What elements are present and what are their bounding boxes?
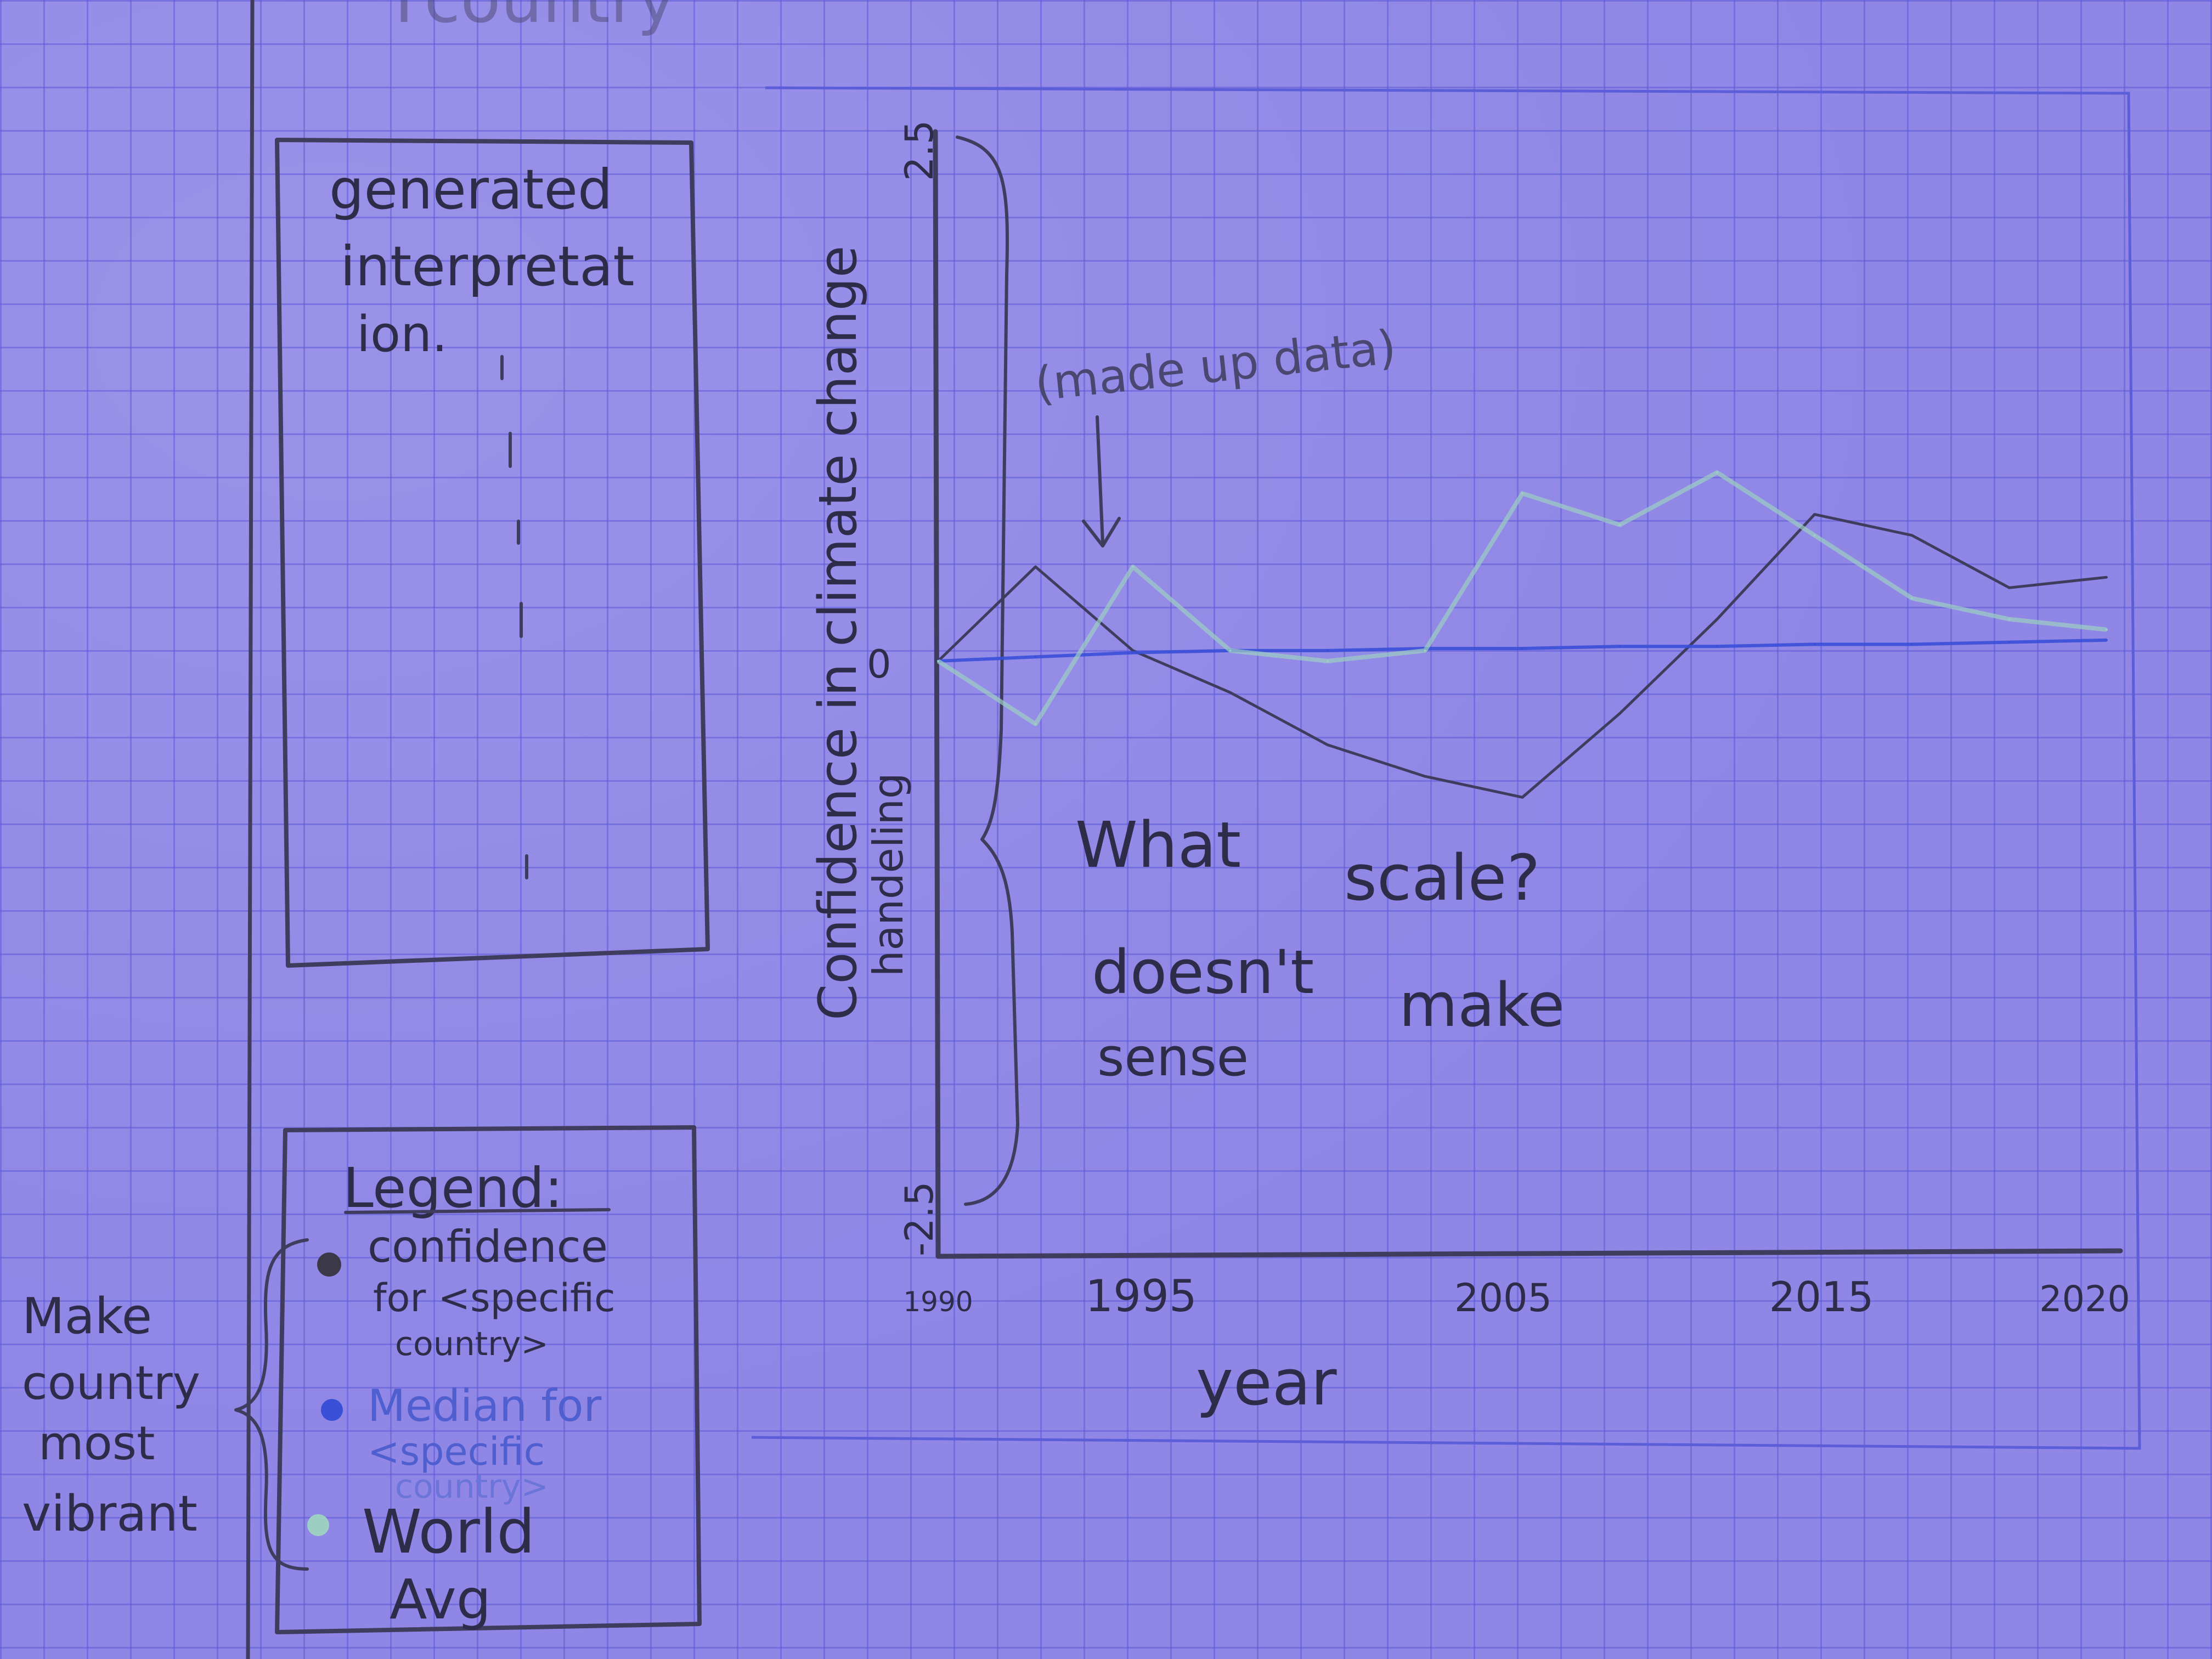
legend-box <box>275 1125 702 1634</box>
y-axis-label: Confidence in climate change <box>808 246 868 1020</box>
series-line-world-avg-point <box>1229 649 1232 652</box>
series-line-confidence-point <box>2008 586 2011 589</box>
legend-item-2-line-3: country> <box>395 1468 549 1506</box>
side-note: Make country most vibrant <box>22 1238 309 1571</box>
series-line-median-point <box>1327 649 1329 652</box>
series-line-confidence-point <box>1229 691 1232 694</box>
series-line-world-avg <box>936 470 2107 726</box>
question-line-1: What <box>1075 809 1241 882</box>
line-chart: Confidence in climate change handeling 2… <box>808 120 2130 1420</box>
series-line-world-avg-point <box>2008 618 2011 620</box>
series-line-confidence-point <box>1327 743 1329 746</box>
series-line-confidence <box>937 513 2107 799</box>
series-line-median-point <box>1716 645 1718 648</box>
series-line-confidence-point <box>2106 576 2108 579</box>
question-line-3: doesn't <box>1092 937 1314 1007</box>
series-line-confidence-point <box>1424 775 1426 778</box>
side-note-brace <box>234 1238 309 1571</box>
legend-item-2-line-2: <specific <box>368 1429 545 1474</box>
series-line-world-avg-point <box>1813 534 1816 537</box>
series-line-confidence-point <box>1716 618 1718 620</box>
series-line-median-point <box>1618 645 1621 648</box>
legend-dot-world-avg <box>307 1514 329 1536</box>
x-tick-label: 2005 <box>1454 1276 1552 1321</box>
series-line-median-point <box>1034 656 1037 658</box>
annotation-made-up-data: (made up data) <box>1032 320 1399 412</box>
series-line-world-avg-point <box>2106 628 2108 631</box>
legend-dot-confidence <box>317 1252 341 1277</box>
legend-item-1-line-3: country> <box>395 1325 549 1363</box>
y-tick-bottom: -2.5 <box>897 1181 942 1256</box>
annotation-arrow <box>1082 415 1121 548</box>
interpretation-title-line-3: ion. <box>357 306 448 363</box>
interpretation-box <box>275 138 710 968</box>
series-line-median-point <box>1521 647 1523 650</box>
series-line-median-point <box>2106 639 2108 641</box>
series-line-median-point <box>1132 651 1134 654</box>
interpretation-title-line-2: interpretat <box>340 234 635 298</box>
series-group <box>936 470 2108 799</box>
question-line-4: make <box>1399 970 1565 1040</box>
legend-dot-median <box>321 1399 343 1421</box>
chart-outer-frame <box>751 86 2141 1450</box>
x-axis-label: year <box>1196 1346 1337 1420</box>
side-note-line-4: vibrant <box>22 1485 198 1543</box>
series-line-median-point <box>2008 641 2011 644</box>
legend-panel: Legend: confidence for <specific country… <box>275 1125 702 1634</box>
side-note-line-2: country <box>22 1356 200 1410</box>
x-tick-label: 2015 <box>1769 1273 1874 1321</box>
header-scribble: Ycountry <box>383 0 676 38</box>
x-tick-label: 2020 <box>2039 1279 2130 1320</box>
x-tick-label: 1990 <box>903 1286 973 1318</box>
series-line-confidence-point <box>1521 796 1523 799</box>
y-axis-label-line-2: handeling <box>864 772 912 977</box>
interpretation-placeholder-marks <box>500 355 528 879</box>
series-line-world-avg-point <box>1521 492 1523 495</box>
legend-title-underline <box>344 1208 611 1214</box>
legend-item-3-line-2: Avg <box>390 1567 491 1632</box>
x-tick-label: 1995 <box>1085 1271 1197 1322</box>
series-line-world-avg-point <box>1424 649 1426 652</box>
series-line-world-avg-point <box>937 660 939 662</box>
series-line-world-avg-point <box>1911 597 1913 600</box>
series-line-median <box>938 638 2107 663</box>
side-note-line-3: most <box>38 1417 155 1471</box>
y-axis-brace <box>956 136 1019 1206</box>
interpretation-panel: generated interpretat ion. <box>275 138 710 968</box>
y-tick-zero: 0 <box>867 642 891 687</box>
legend-item-3-line-1: World <box>362 1497 535 1567</box>
legend-item-1-line-1: confidence <box>368 1221 608 1272</box>
y-tick-top: 2.5 <box>897 120 942 181</box>
series-line-world-avg-point <box>1132 566 1134 568</box>
series-line-confidence-point <box>1813 513 1816 516</box>
left-divider <box>246 0 255 1659</box>
x-tick-labels: 1990 1995 2005 2015 2020 <box>903 1271 2130 1322</box>
legend-item-2-line-1: Median for <box>368 1380 602 1431</box>
series-line-confidence-point <box>1034 566 1037 568</box>
series-line-world-avg-point <box>1327 660 1329 662</box>
series-line-median-point <box>1911 643 1913 646</box>
series-line-world-avg-point <box>1716 471 1718 474</box>
series-line-world-avg-point <box>1618 523 1621 526</box>
series-line-confidence-point <box>1618 712 1621 715</box>
series-line-confidence-point <box>1911 534 1913 537</box>
question-line-2: scale? <box>1344 842 1540 915</box>
legend-item-1-line-2: for <specific <box>373 1276 616 1321</box>
series-line-world-avg-point <box>1034 723 1037 725</box>
chart-axes <box>933 129 2123 1259</box>
interpretation-title-line-1: generated <box>329 157 613 222</box>
side-note-line-1: Make <box>22 1288 152 1345</box>
question-line-5: sense <box>1097 1028 1249 1088</box>
series-line-median-point <box>1813 643 1816 646</box>
